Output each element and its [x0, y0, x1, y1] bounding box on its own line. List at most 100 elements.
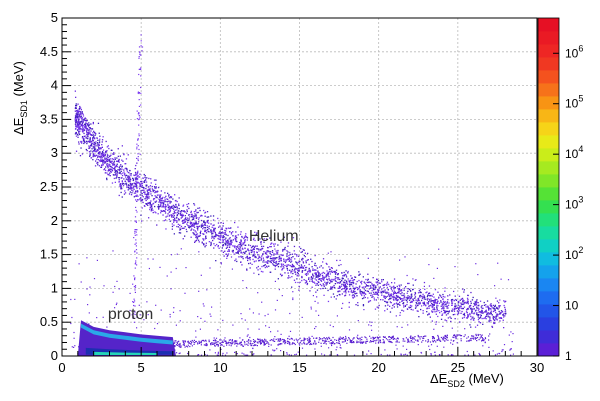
- scatter-point: [189, 223, 192, 225]
- scatter-point: [295, 268, 297, 270]
- scatter-point: [418, 299, 420, 301]
- scatter-point: [275, 250, 277, 252]
- scatter-point: [293, 250, 295, 252]
- scatter-point: [135, 209, 137, 211]
- scatter-point: [270, 339, 272, 341]
- scatter-point: [381, 279, 383, 281]
- scatter-point: [356, 341, 358, 343]
- scatter-point: [79, 128, 82, 130]
- scatter-point: [489, 316, 491, 318]
- scatter-point: [401, 309, 403, 311]
- scatter-point: [263, 264, 266, 267]
- scatter-point: [219, 342, 221, 344]
- scatter-point: [79, 122, 81, 124]
- scatter-point: [455, 299, 458, 301]
- scatter-point: [384, 300, 386, 302]
- scatter-point: [286, 264, 288, 266]
- scatter-point: [290, 338, 293, 340]
- scatter-point: [186, 210, 188, 212]
- scatter-point: [224, 340, 226, 342]
- scatter-point: [384, 289, 386, 291]
- scatter-point: [294, 267, 296, 269]
- scatter-point: [171, 215, 173, 217]
- scatter-point: [393, 306, 395, 308]
- scatter-point: [211, 235, 213, 237]
- scatter-point: [297, 273, 299, 275]
- scatter-point: [133, 321, 135, 323]
- scatter-point: [190, 222, 193, 224]
- scatter-point: [141, 186, 144, 188]
- scatter-point: [396, 306, 399, 308]
- scatter-point: [458, 312, 460, 314]
- scatter-point: [212, 219, 215, 221]
- scatter-point: [245, 244, 247, 246]
- scatter-point: [247, 334, 249, 336]
- scatter-point: [371, 284, 374, 286]
- scatter-point: [146, 194, 148, 196]
- scatter-point: [240, 313, 242, 315]
- scatter-point: [381, 294, 383, 296]
- scatter-point: [247, 342, 249, 344]
- scatter-point: [261, 247, 263, 250]
- scatter-point: [444, 290, 446, 292]
- scatter-point: [288, 259, 291, 261]
- scatter-point: [87, 125, 90, 127]
- scatter-point: [504, 306, 506, 309]
- scatter-point: [477, 302, 479, 304]
- scatter-point: [407, 282, 409, 285]
- scatter-point: [76, 110, 78, 112]
- scatter-point: [226, 341, 228, 344]
- scatter-point: [195, 330, 197, 332]
- scatter-point: [292, 342, 294, 344]
- scatter-point: [283, 341, 285, 343]
- scatter-point: [147, 258, 149, 260]
- scatter-point: [277, 330, 279, 332]
- scatter-point: [339, 336, 341, 338]
- colorbar-segment: [538, 278, 559, 292]
- scatter-point: [394, 287, 396, 289]
- scatter-point: [184, 341, 187, 343]
- scatter-point: [437, 339, 439, 341]
- scatter-point: [481, 339, 483, 341]
- scatter-point: [159, 199, 161, 201]
- scatter-point: [501, 310, 504, 313]
- scatter-point: [307, 338, 309, 340]
- scatter-point: [437, 315, 439, 318]
- scatter-point: [290, 266, 293, 268]
- scatter-point: [136, 148, 138, 150]
- scatter-point: [314, 282, 316, 284]
- scatter-point: [294, 269, 296, 271]
- scatter-point: [412, 298, 414, 300]
- scatter-point: [302, 262, 305, 264]
- scatter-point: [475, 303, 478, 305]
- scatter-point: [409, 298, 412, 300]
- scatter-point: [90, 143, 93, 145]
- scatter-point: [252, 312, 254, 314]
- scatter-point: [252, 354, 254, 356]
- scatter-point: [433, 338, 435, 340]
- scatter-point: [410, 297, 412, 299]
- scatter-point: [200, 340, 202, 342]
- scatter-point: [366, 281, 368, 284]
- scatter-point: [104, 172, 106, 174]
- scatter-point: [158, 205, 160, 208]
- scatter-point: [331, 344, 333, 347]
- scatter-point: [220, 234, 222, 236]
- scatter-point: [336, 346, 338, 348]
- scatter-point: [341, 288, 343, 291]
- scatter-point: [334, 279, 336, 282]
- scatter-point: [480, 335, 482, 337]
- scatter-point: [107, 167, 109, 169]
- scatter-point: [493, 322, 495, 325]
- scatter-point: [195, 210, 197, 212]
- scatter-point: [313, 275, 315, 277]
- scatter-point: [136, 187, 138, 190]
- scatter-point: [155, 200, 158, 202]
- scatter-point: [112, 164, 114, 166]
- scatter-point: [298, 285, 300, 288]
- scatter-point: [186, 223, 188, 225]
- scatter-point: [446, 302, 448, 304]
- scatter-point: [245, 257, 247, 259]
- scatter-point: [139, 185, 141, 188]
- scatter-point: [467, 315, 469, 317]
